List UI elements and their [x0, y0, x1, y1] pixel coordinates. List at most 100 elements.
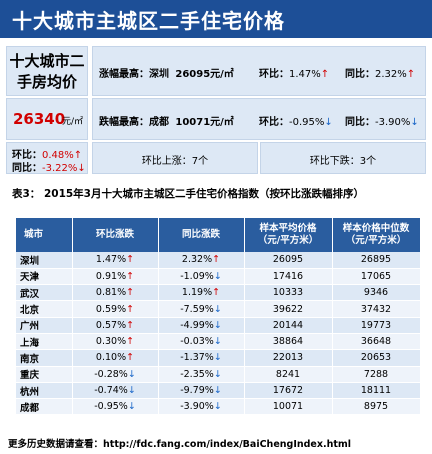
ring-arrow-icon: ↑ — [126, 352, 135, 364]
ring-value: 0.30% — [95, 336, 127, 348]
table-row: 北京 0.59%↑ -7.59%↓ 39622 37432 — [16, 300, 421, 318]
avg-change-card: 环比：0.48%↑ 同比：-3.22%↓ — [6, 142, 88, 174]
cell-ring: 0.10%↑ — [72, 349, 159, 367]
cell-median-price: 8975 — [332, 398, 421, 416]
cell-avg-price: 17672 — [244, 382, 333, 400]
avg-price-title: 十大城市二手房均价 — [6, 46, 88, 96]
cell-yoy: -3.90%↓ — [158, 398, 245, 416]
cell-city: 杭州 — [16, 382, 73, 400]
cell-ring: 0.81%↑ — [72, 284, 159, 302]
cell-yoy: -2.35%↓ — [158, 366, 245, 383]
table-row: 杭州 -0.74%↓ -9.79%↓ 17672 18111 — [16, 382, 421, 400]
ring-value: 0.10% — [95, 352, 127, 364]
table-row: 武汉 0.81%↑ 1.19%↑ 10333 9346 — [16, 284, 421, 302]
yoy-arrow-icon: ↑ — [212, 254, 221, 266]
cell-city: 天津 — [16, 268, 73, 286]
footer-link[interactable]: http://fdc.fang.com/index/BaiChengIndex.… — [103, 439, 352, 450]
cell-median-price: 18111 — [332, 382, 421, 400]
table-row: 南京 0.10%↑ -1.37%↓ 22013 20653 — [16, 349, 421, 367]
ring-value: 0.91% — [95, 270, 127, 282]
top-gain-ring: 环比：1.47%↑ — [259, 65, 329, 80]
cell-ring: 0.91%↑ — [72, 268, 159, 286]
ring-arrow-icon: ↑ — [126, 336, 135, 348]
header-median: 样本价格中位数 （元/平方米） — [332, 218, 421, 252]
yoy-value: -9.79% — [180, 385, 214, 397]
table-row: 深圳 1.47%↑ 2.32%↑ 26095 26895 — [16, 252, 421, 269]
ring-arrow-icon: ↑ — [126, 287, 135, 299]
top-loss-yoy-value: -3.90% — [375, 117, 411, 128]
cell-ring: -0.74%↓ — [72, 382, 159, 400]
ring-arrow-icon: ↓ — [127, 401, 136, 413]
table-caption: 表3： 2015年3月十大城市主城区二手住宅价格指数（按环比涨跌幅排序） — [12, 188, 364, 200]
table-row: 天津 0.91%↑ -1.09%↓ 17416 17065 — [16, 268, 421, 286]
top-gain-info: 涨幅最高：深圳 26095元/㎡ — [99, 65, 234, 80]
yoy-value: -0.03% — [180, 336, 214, 348]
cell-city: 南京 — [16, 349, 73, 367]
cell-ring: -0.95%↓ — [72, 398, 159, 416]
top-gain-label: 涨幅最高： — [99, 69, 149, 80]
footer: 更多历史数据请查看：http://fdc.fang.com/index/BaiC… — [8, 436, 351, 450]
ring-value: -0.74% — [94, 385, 128, 397]
yoy-value: -3.90% — [180, 401, 214, 413]
yoy-arrow-icon: ↓ — [213, 270, 222, 282]
top-loss-city: 成都 — [149, 117, 169, 128]
yoy-arrow-icon: ↑ — [212, 287, 221, 299]
top-gain-card: 涨幅最高：深圳 26095元/㎡ 环比：1.47%↑ 同比：2.32%↑ — [92, 46, 426, 96]
yoy-value: 1.19% — [181, 287, 213, 299]
yoy-arrow-icon: ↓ — [213, 319, 222, 331]
table-row: 成都 -0.95%↓ -3.90%↓ 10071 8975 — [16, 398, 421, 416]
top-gain-yoy: 同比：2.32%↑ — [345, 65, 415, 80]
cell-ring: -0.28%↓ — [72, 366, 159, 383]
yoy-arrow-icon: ↓ — [213, 336, 222, 348]
yoy-arrow-icon: ↓ — [213, 385, 222, 397]
avg-ring-arrow-icon: ↑ — [73, 150, 83, 161]
top-loss-yoy-label: 同比： — [345, 117, 375, 128]
cell-yoy: -4.99%↓ — [158, 317, 245, 334]
cell-yoy: -0.03%↓ — [158, 333, 245, 351]
avg-ring-line: 环比：0.48%↑ — [12, 146, 82, 161]
top-loss-yoy: 同比：-3.90%↓ — [345, 113, 419, 128]
cell-city: 广州 — [16, 317, 73, 334]
yoy-value: -2.35% — [180, 368, 214, 380]
top-loss-card: 跌幅最高：成都 10071元/㎡ 环比：-0.95%↓ 同比：-3.90%↓ — [92, 98, 426, 140]
avg-yoy-line: 同比：-3.22%↓ — [12, 159, 86, 174]
cell-city: 武汉 — [16, 284, 73, 302]
ring-arrow-icon: ↓ — [127, 368, 136, 380]
avg-ring-label: 环比： — [12, 150, 42, 161]
ring-value: 0.57% — [95, 319, 127, 331]
cell-avg-price: 10333 — [244, 284, 333, 302]
top-gain-ring-value: 1.47% — [289, 69, 321, 80]
table-body: 深圳 1.47%↑ 2.32%↑ 26095 26895 天津 0.91%↑ -1.09%↓ 1… — [16, 252, 421, 416]
cell-avg-price: 39622 — [244, 300, 333, 318]
cell-median-price: 26895 — [332, 252, 421, 269]
cell-yoy: 2.32%↑ — [158, 252, 245, 269]
top-loss-price: 10071元/㎡ — [175, 117, 234, 128]
ring-up-count: 环比上涨：7个 — [141, 156, 209, 167]
cell-avg-price: 38864 — [244, 333, 333, 351]
cell-ring: 0.57%↑ — [72, 317, 159, 334]
top-gain-yoy-arrow-icon: ↑ — [406, 69, 416, 80]
table-row: 广州 0.57%↑ -4.99%↓ 20144 19773 — [16, 317, 421, 334]
cell-median-price: 17065 — [332, 268, 421, 286]
cell-city: 深圳 — [16, 252, 73, 269]
avg-price-unit: 元/㎡ — [62, 117, 84, 127]
cell-avg-price: 17416 — [244, 268, 333, 286]
cell-avg-price: 20144 — [244, 317, 333, 334]
yoy-value: 2.32% — [181, 254, 213, 266]
header-yoy: 同比涨跌 — [158, 218, 245, 252]
ring-arrow-icon: ↑ — [126, 303, 135, 315]
top-loss-ring-value: -0.95% — [289, 117, 325, 128]
top-gain-city: 深圳 — [149, 69, 169, 80]
header-ring: 环比涨跌 — [72, 218, 159, 252]
top-gain-ring-label: 环比： — [259, 69, 289, 80]
avg-price-value: 26340 — [13, 110, 66, 128]
yoy-arrow-icon: ↓ — [213, 401, 222, 413]
ring-down-count: 环比下跌：3个 — [309, 156, 377, 167]
cell-city: 重庆 — [16, 366, 73, 383]
avg-yoy-label: 同比： — [12, 163, 42, 174]
yoy-arrow-icon: ↓ — [213, 368, 222, 380]
top-loss-label: 跌幅最高： — [99, 117, 149, 128]
header-avg: 样本平均价格 （元/平方米） — [244, 218, 333, 252]
cell-avg-price: 8241 — [244, 366, 333, 383]
ring-value: 1.47% — [95, 254, 127, 266]
